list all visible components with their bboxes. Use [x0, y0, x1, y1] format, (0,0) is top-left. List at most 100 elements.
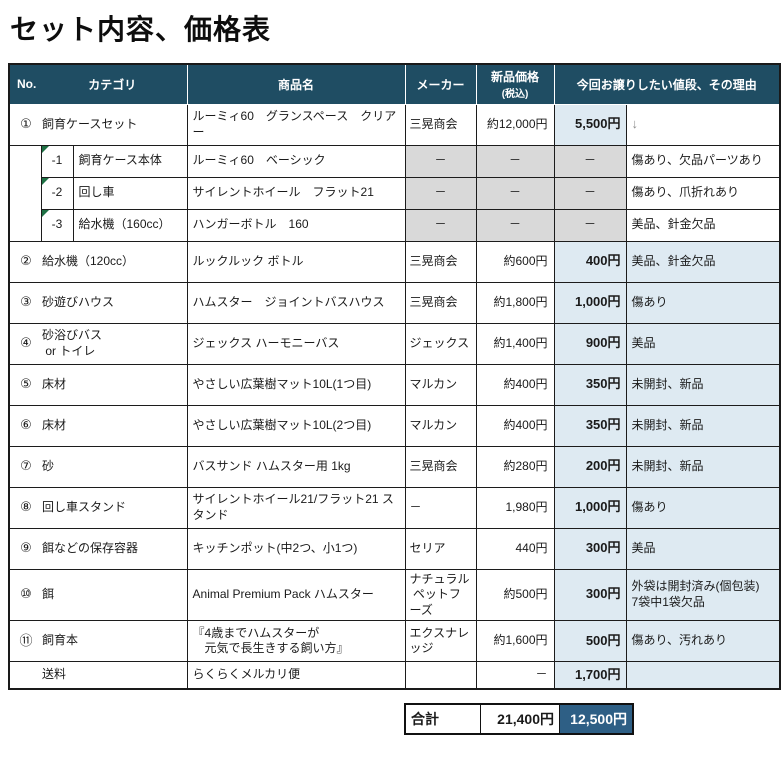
row-number: ⑪: [19, 632, 33, 648]
maker-cell: セリア: [404, 527, 477, 570]
row-number: ④: [20, 335, 32, 351]
product-name-cell: ルーミィ60 グランスペース クリアー: [186, 103, 406, 146]
reason-cell: 傷あり、爪折れあり: [625, 176, 781, 210]
offer-price-cell: 1,700円: [553, 661, 627, 690]
number-category-cell: ⑧ 回し車スタンド: [8, 486, 188, 529]
sub-number-cell: -1: [40, 144, 74, 178]
page-title: セット内容、価格表: [10, 14, 272, 45]
item-row: ⑪ 飼育本 『4歳までハムスターが 元気で長生きする飼い方』 エクスナレッジ 約1,60…: [8, 620, 781, 663]
col-header-new-price: 新品価格 (税込): [475, 63, 555, 105]
col-header-new-price-note: (税込): [501, 89, 529, 101]
product-name-cell: バスサンド ハムスター用 1kg: [186, 445, 406, 488]
item-row: ③ 砂遊びハウス ハムスター ジョイントバスハウス 三晃商会 約1,800円 1,000円…: [8, 281, 781, 324]
col-header-no: No.: [17, 77, 37, 92]
category-label: 砂: [42, 458, 55, 473]
col-header-no-category: No. カテゴリ: [8, 63, 188, 105]
col-header-category: カテゴリ: [88, 77, 137, 92]
shipping-row: 送料 らくらくメルカリ便 － 1,700円: [8, 661, 781, 690]
offer-price-cell: 350円: [553, 404, 627, 447]
product-name-cell: ハンガーボトル 160: [186, 208, 406, 242]
item-row: ④ 砂浴びバス or トイレ ジェックス ハーモニーバス ジェックス 約1,400円 90…: [8, 322, 781, 365]
offer-price-cell: 200円: [553, 445, 627, 488]
maker-cell: マルカン: [404, 404, 477, 447]
maker-cell: ジェックス: [404, 322, 477, 365]
new-price-cell: －: [475, 144, 555, 178]
product-name-cell: やさしい広葉樹マット10L(1つ目): [186, 363, 406, 406]
reason-cell: 美品、針金欠品: [625, 240, 781, 283]
number-category-cell: ③ 砂遊びハウス: [8, 281, 188, 324]
category-label: 床材: [42, 376, 67, 391]
category-label: 砂浴びバス or トイレ: [42, 327, 103, 358]
new-price-cell: －: [475, 176, 555, 210]
product-name-cell: Animal Premium Pack ハムスター: [186, 568, 406, 622]
product-name-cell: サイレントホイール フラット21: [186, 176, 406, 210]
new-price-cell: 約500円: [475, 568, 555, 622]
maker-cell: 三晃商会: [404, 445, 477, 488]
row-number: ⑦: [20, 458, 32, 474]
row-number-empty-cell: [8, 144, 42, 242]
product-name-cell: らくらくメルカリ便: [186, 661, 406, 690]
category-cell: 飼育ケース本体: [72, 144, 188, 178]
offer-price-cell: 300円: [553, 527, 627, 570]
item-row: ⑦ 砂バスサンド ハムスター用 1kg 三晃商会 約280円 200円 未開封、新品: [8, 445, 781, 488]
product-name-cell: やさしい広葉樹マット10L(2つ目): [186, 404, 406, 447]
number-category-cell: ① 飼育ケースセット: [8, 103, 188, 146]
maker-cell: 三晃商会: [404, 240, 477, 283]
total-new-price: 21,400円: [480, 703, 560, 735]
product-name-cell: ハムスター ジョイントバスハウス: [186, 281, 406, 324]
reason-cell: 傷あり: [625, 486, 781, 529]
item-row: ⑧ 回し車スタンド サイレントホイール21/フラット21 スタンド－ 1,980円 1,…: [8, 486, 781, 529]
total-table: 合計 21,400円 12,500円: [404, 702, 634, 735]
product-name-cell: ジェックス ハーモニーバス: [186, 322, 406, 365]
item-row: ① 飼育ケースセット ルーミィ60 グランスペース クリアー 三晃商会 約12,000円…: [8, 103, 781, 146]
offer-price-cell: －: [553, 176, 627, 210]
reason-cell: ↓: [625, 103, 781, 146]
number-category-cell: ⑨ 餌などの保存容器: [8, 527, 188, 570]
item-row: ② 給水機（120cc） ルックルック ボトル 三晃商会 約600円 400円 美品、針金欠…: [8, 240, 781, 283]
new-price-cell: 約1,400円: [475, 322, 555, 365]
item-row: ⑩ 餌 Animal Premium Pack ハムスター ナチュラル ペットフーズ約…: [8, 568, 781, 622]
price-table: No. カテゴリ 商品名 メーカー 新品価格 (税込) 今回お譲りしたい値段、その…: [8, 63, 781, 690]
category-label: 給水機（120cc）: [42, 253, 135, 268]
row-number: ①: [20, 116, 32, 132]
total-offer-price: 12,500円: [559, 703, 634, 735]
reason-cell: 美品: [625, 322, 781, 365]
product-name-cell: キッチンポット(中2つ、小1つ): [186, 527, 406, 570]
sub-number-cell: -2: [40, 176, 74, 210]
new-price-cell: 約600円: [475, 240, 555, 283]
maker-cell: －: [404, 486, 477, 529]
category-label: 回し車スタンド: [42, 499, 127, 514]
item-row: ⑨ 餌などの保存容器 キッチンポット(中2つ、小1つ) セリア 440円 300円 美品: [8, 527, 781, 570]
maker-cell: －: [404, 144, 477, 178]
new-price-cell: 約12,000円: [475, 103, 555, 146]
offer-price-cell: 350円: [553, 363, 627, 406]
new-price-cell: 約400円: [475, 363, 555, 406]
number-category-cell: ⑥ 床材: [8, 404, 188, 447]
item-row: ⑥ 床材 やさしい広葉樹マット10L(2つ目) マルカン 約400円 350円 未開封、新品: [8, 404, 781, 447]
offer-price-cell: 900円: [553, 322, 627, 365]
reason-cell: [625, 661, 781, 690]
number-category-cell: ⑪ 飼育本: [8, 620, 188, 663]
new-price-cell: 440円: [475, 527, 555, 570]
maker-cell: ナチュラル ペットフーズ: [404, 568, 477, 622]
maker-cell: マルカン: [404, 363, 477, 406]
row-number: ⑧: [20, 499, 32, 515]
offer-price-cell: －: [553, 208, 627, 242]
row-number: ⑤: [20, 376, 32, 392]
category-label: 飼育本: [42, 633, 79, 648]
sub-item-row: -1 飼育ケース本体 ルーミィ60 ベーシック－－－傷あり、欠品パーツあり: [8, 144, 781, 242]
offer-price-cell: 5,500円: [553, 103, 627, 146]
total-label: 合計: [404, 703, 481, 735]
number-category-cell: ② 給水機（120cc）: [8, 240, 188, 283]
category-label: 餌などの保存容器: [42, 540, 139, 555]
reason-cell: 美品: [625, 527, 781, 570]
col-header-maker: メーカー: [404, 63, 477, 105]
category-cell: 回し車: [72, 176, 188, 210]
offer-price-cell: 1,000円: [553, 281, 627, 324]
row-number: ⑥: [20, 417, 32, 433]
item-row: ⑤ 床材 やさしい広葉樹マット10L(1つ目) マルカン 約400円 350円 未開封、新品: [8, 363, 781, 406]
category-label: 送料: [42, 667, 67, 682]
offer-price-cell: －: [553, 144, 627, 178]
